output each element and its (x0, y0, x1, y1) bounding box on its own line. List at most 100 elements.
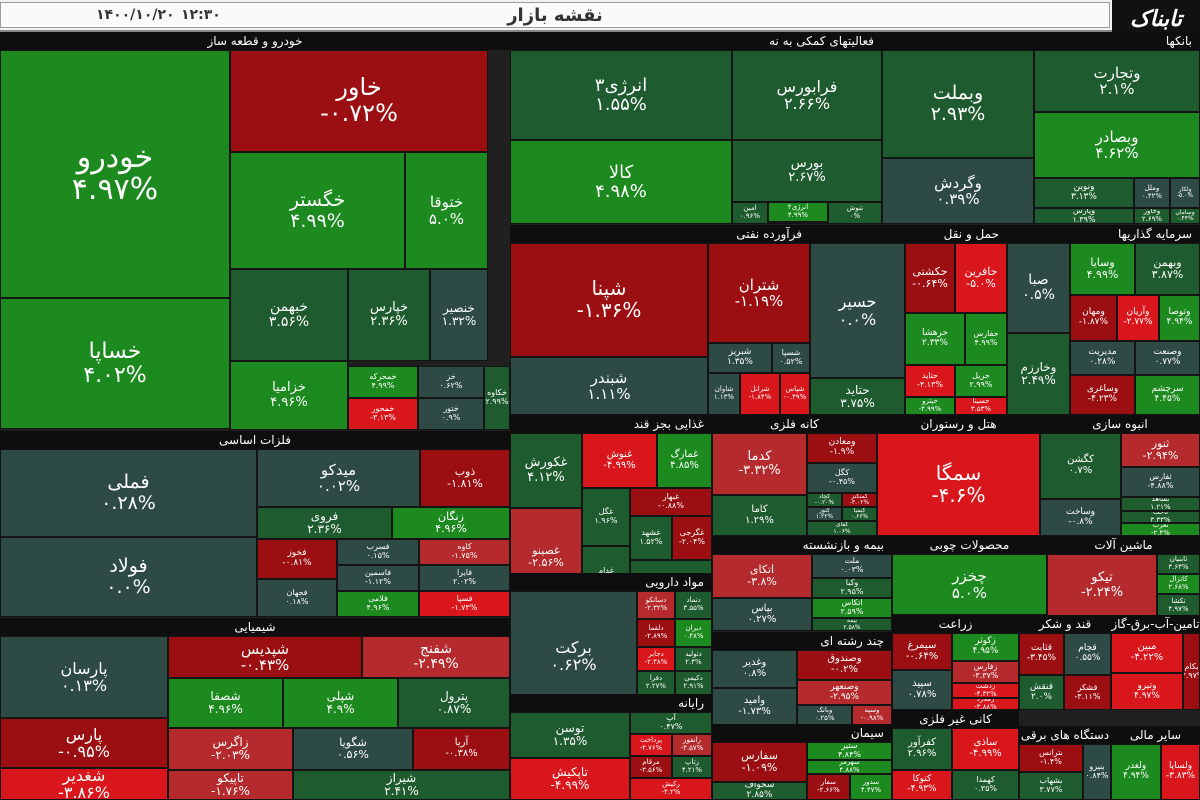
stock-tile[interactable]: سفار -۲.۶۶% (807, 774, 850, 800)
stock-tile[interactable]: ولغدر ۴.۹۴% (1111, 744, 1161, 800)
stock-tile[interactable]: قچام ۰.۵۵% (1064, 633, 1111, 675)
stock-tile[interactable]: غکورش ۴.۱۲% (510, 433, 582, 508)
stock-tile[interactable]: ختور ۰.۹% (418, 398, 484, 430)
stock-tile[interactable]: پرداخت -۴.۷۶% (630, 734, 672, 756)
stock-tile[interactable]: کاوه -۱.۷۵% (419, 539, 510, 565)
stock-tile[interactable]: زفارس -۳.۳۷% (952, 661, 1019, 683)
stock-tile[interactable]: زدشت -۴.۳۲% (952, 683, 1019, 698)
stock-tile[interactable]: دلقما -۲.۸۹% (637, 619, 675, 647)
stock-tile[interactable]: فجهان ۰.۱۸% (257, 579, 337, 617)
stock-tile[interactable]: شپنا -۱.۳۶% (510, 243, 708, 357)
stock-tile[interactable]: غبهار -۰.۸۸% (630, 488, 712, 516)
stock-tile[interactable]: ثاخت ۳.۳۳% (1121, 511, 1200, 523)
stock-tile[interactable]: وسپه -۰.۹۸% (852, 705, 892, 725)
stock-tile[interactable]: دجابر -۲.۳۸% (637, 647, 675, 671)
stock-tile[interactable]: سفارس -۱.۰۹% (712, 742, 807, 782)
stock-tile[interactable]: غمارگ ۴.۸۵% (657, 433, 712, 488)
stock-tile[interactable]: سرچشم ۴.۴۵% (1135, 375, 1200, 415)
stock-tile[interactable]: فرابورس ۲.۶۶% (732, 50, 882, 140)
stock-tile[interactable]: کفرآور ۲.۹۶% (892, 728, 952, 770)
stock-tile[interactable]: انرژی۲ ۴.۹۹% (768, 202, 828, 222)
stock-tile[interactable]: پترول ۰.۸۷% (398, 678, 510, 728)
stock-tile[interactable]: خز ۰.۶۲% (418, 366, 484, 398)
stock-tile[interactable]: قشکر -۳.۱۱% (1064, 675, 1111, 710)
stock-tile[interactable]: خودرو ۴.۹۷% (0, 50, 230, 298)
stock-tile[interactable]: ستیر ۴.۸۴% (807, 742, 892, 760)
stock-tile[interactable]: فاسمین -۱.۱۲% (337, 565, 419, 591)
stock-tile[interactable]: شپدیس -۰.۴۳% (168, 636, 362, 678)
stock-tile[interactable]: وملل ۰.۴۲% (1134, 178, 1170, 208)
stock-tile[interactable]: ساذی -۴.۹۹% (952, 728, 1019, 770)
stock-tile[interactable]: رتاپ ۴.۲۱% (672, 756, 712, 778)
stock-tile[interactable]: کهمدا ۰.۳۵% (952, 770, 1019, 800)
stock-tile[interactable]: اتکای -۳.۸% (712, 554, 812, 598)
stock-tile[interactable]: شتران -۱.۱۹% (708, 243, 810, 343)
stock-tile[interactable]: حکشتی -۰.۶۴% (905, 243, 955, 313)
stock-tile[interactable]: دفرا ۲.۲۷% (637, 671, 675, 695)
stock-tile[interactable]: غشهد ۱.۵۲% (630, 516, 672, 560)
stock-tile[interactable]: سپید ۰.۷۸% (892, 670, 952, 710)
stock-tile[interactable]: حریل ۲.۹۹% (955, 365, 1007, 397)
stock-tile[interactable]: کاما ۱.۲۹% (712, 495, 807, 536)
stock-tile[interactable]: بورس ۲.۶۷% (732, 140, 882, 202)
stock-tile[interactable]: وآریان -۲.۷۷% (1117, 295, 1159, 341)
stock-tile[interactable]: وصنعت ۰.۷۷% (1135, 341, 1200, 375)
stock-tile[interactable]: آریا -۰.۳۸% (413, 728, 510, 770)
stock-tile[interactable]: خنصیر ۱.۳۲% (430, 269, 488, 361)
stock-tile[interactable]: وسامان ۰.۴۴% (1170, 208, 1200, 224)
stock-tile[interactable]: وصندوق -۰.۲% (797, 650, 892, 680)
stock-tile[interactable]: غگل ۱.۹۶% (582, 488, 630, 546)
stock-tile[interactable]: ونوین ۳.۱۳% (1034, 178, 1134, 208)
stock-tile[interactable]: خساپا ۴.۰۲% (0, 298, 230, 429)
stock-tile[interactable]: تیکو -۲.۲۴% (1047, 554, 1157, 617)
stock-tile[interactable]: فایرا ۲.۰۲% (419, 565, 510, 591)
stock-tile[interactable]: خبهمن ۳.۵۶% (230, 269, 348, 361)
stock-tile[interactable]: مدیریت ۰.۲۸% (1070, 341, 1135, 375)
stock-tile[interactable]: ومعادن -۱.۹% (807, 433, 877, 463)
stock-tile[interactable]: خمحرکه ۴.۹۹% (348, 366, 418, 398)
stock-tile[interactable]: حتاید ۳.۷۵% (810, 378, 905, 415)
stock-tile[interactable]: غنوش -۴.۹۹% (582, 433, 657, 488)
stock-tile[interactable]: حفارس ۴.۹۹% (965, 313, 1007, 365)
stock-tile[interactable]: انرژی۳ ۱.۵۵% (510, 50, 732, 140)
stock-tile[interactable]: شغدیر -۳.۸۶% (0, 768, 168, 800)
stock-tile[interactable]: پارسان ۰.۱۳% (0, 636, 168, 718)
stock-tile[interactable]: زنگان ۴.۹۶% (392, 507, 510, 539)
stock-tile[interactable]: مبین -۴.۲۲% (1111, 633, 1183, 673)
stock-tile[interactable]: اتکاس ۲.۵۹% (812, 598, 892, 618)
stock-tile[interactable]: دسانکو -۲.۳۲% (637, 591, 675, 619)
stock-tile[interactable]: خزامیا ۴.۹۶% (230, 361, 348, 430)
stock-tile[interactable]: ملت ۰.۰۳% (812, 554, 892, 578)
stock-tile[interactable]: رانفور -۴.۵۷% (672, 734, 712, 756)
stock-tile[interactable]: خپارس ۲.۳۶% (348, 269, 430, 361)
stock-tile[interactable]: حسینا ۳.۵۳% (955, 397, 1007, 415)
stock-tile[interactable]: کگل -۰.۴۵% (807, 463, 877, 493)
stock-tile[interactable]: حتاید -۴.۱۳% (905, 365, 955, 397)
stock-tile[interactable]: کتوکا -۴.۹۳% (892, 770, 952, 800)
stock-tile[interactable]: حسیر ۰.۰% (810, 243, 905, 378)
stock-tile[interactable]: تاپکیش -۴.۹۹% (510, 758, 630, 800)
stock-tile[interactable]: صبا ۰.۵% (1007, 243, 1070, 333)
stock-tile[interactable]: سدور ۴.۴۷% (850, 774, 892, 800)
stock-tile[interactable]: چخزر ۵.۰% (892, 554, 1047, 615)
stock-tile[interactable]: ثنور -۲.۹۴% (1121, 433, 1200, 467)
stock-tile[interactable]: ولکار -۵.۰% (1170, 178, 1200, 208)
stock-tile[interactable]: بترانس -۱.۴% (1019, 744, 1083, 772)
stock-tile[interactable]: فروی ۲.۳۶% (257, 507, 392, 539)
stock-tile[interactable]: توسن ۱.۳۵% (510, 712, 630, 758)
stock-tile[interactable]: وساخت -۰.۸% (1040, 499, 1121, 536)
stock-tile[interactable]: وگردش ۰.۳۹% (882, 158, 1034, 224)
stock-tile[interactable]: وتجارت ۲.۱% (1034, 50, 1200, 112)
stock-tile[interactable]: ثغرب -۲.۴% (1121, 523, 1200, 536)
stock-tile[interactable]: وامید -۱.۷۳% (712, 688, 797, 725)
stock-tile[interactable]: زاگرس -۲.۰۳% (168, 728, 293, 770)
stock-tile[interactable]: حافرین -۵.۰% (955, 243, 1007, 313)
stock-tile[interactable]: خمحور -۳.۱۳% (348, 398, 418, 430)
stock-tile[interactable]: مرقام -۳.۵۶% (630, 756, 672, 778)
stock-tile[interactable]: شسپا ۰.۵۲% (772, 343, 810, 373)
stock-tile[interactable]: سهرمز ۴.۸۸% (807, 760, 892, 774)
stock-tile[interactable]: کگشن ۰.۷% (1040, 433, 1121, 499)
stock-tile[interactable]: شپاس -۰.۴۹% (780, 373, 810, 415)
stock-tile[interactable]: بشهاب ۳.۷۷% (1019, 772, 1083, 800)
stock-tile[interactable]: شیراز ۲.۴۱% (293, 770, 510, 800)
